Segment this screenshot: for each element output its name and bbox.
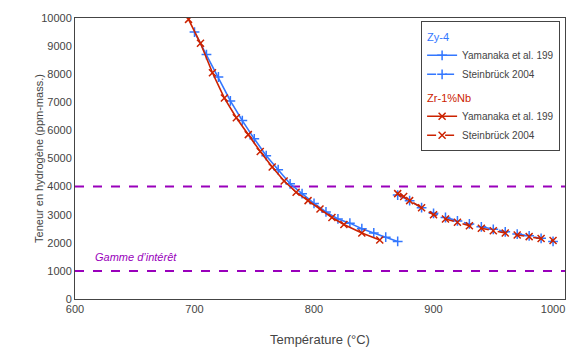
svg-text:1000: 1000 xyxy=(541,303,565,315)
svg-text:7000: 7000 xyxy=(47,96,71,108)
svg-text:Yamanaka et al. 199: Yamanaka et al. 199 xyxy=(462,111,553,122)
svg-text:Zy-4: Zy-4 xyxy=(427,31,449,43)
svg-text:800: 800 xyxy=(305,303,323,315)
svg-text:3000: 3000 xyxy=(47,209,71,221)
svg-text:2000: 2000 xyxy=(47,237,71,249)
svg-text:600: 600 xyxy=(66,303,84,315)
svg-text:900: 900 xyxy=(424,303,442,315)
svg-text:Yamanaka et al. 199: Yamanaka et al. 199 xyxy=(462,50,553,61)
svg-text:Gamme d’intérêt: Gamme d’intérêt xyxy=(95,251,177,263)
svg-text:Teneur en hydrogène (ppm-mass.: Teneur en hydrogène (ppm-mass.) xyxy=(33,74,45,243)
svg-text:Température (°C): Température (°C) xyxy=(270,332,370,347)
svg-text:9000: 9000 xyxy=(47,40,71,52)
svg-text:Zr-1%Nb: Zr-1%Nb xyxy=(427,92,471,104)
svg-text:10000: 10000 xyxy=(41,12,72,24)
svg-text:Steinbrück 2004: Steinbrück 2004 xyxy=(462,130,535,141)
svg-text:1000: 1000 xyxy=(47,265,71,277)
svg-text:5000: 5000 xyxy=(47,152,71,164)
svg-text:0: 0 xyxy=(66,293,72,305)
svg-text:700: 700 xyxy=(185,303,203,315)
svg-text:6000: 6000 xyxy=(47,124,71,136)
svg-text:4000: 4000 xyxy=(47,180,71,192)
svg-text:Steinbrück 2004: Steinbrück 2004 xyxy=(462,69,535,80)
svg-text:8000: 8000 xyxy=(47,68,71,80)
